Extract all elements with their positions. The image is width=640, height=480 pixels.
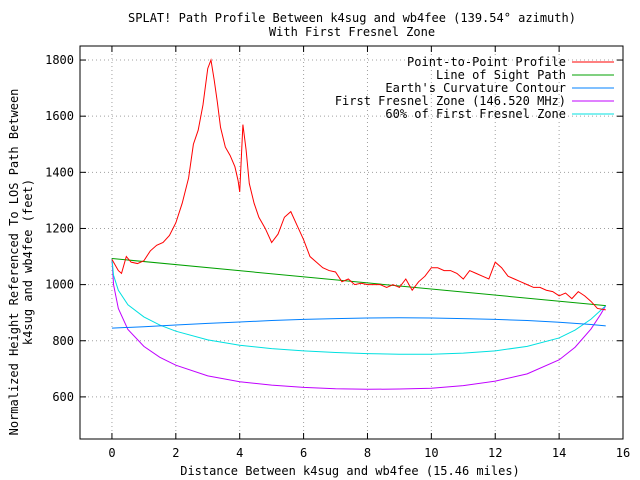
plot-series xyxy=(111,58,607,390)
y-tick-label: 600 xyxy=(52,390,74,404)
x-tick-label: 10 xyxy=(424,446,438,460)
legend-label: Point-to-Point Profile xyxy=(407,55,566,69)
chart-subtitle: With First Fresnel Zone xyxy=(269,25,435,39)
y-tick-label: 1200 xyxy=(45,221,74,235)
y-axis-label-line-1: Normalized Height Referenced To LOS Path… xyxy=(7,89,21,436)
x-tick-label: 16 xyxy=(616,446,630,460)
x-tick-label: 4 xyxy=(236,446,243,460)
grid-lines xyxy=(80,46,623,439)
y-axis-label-line-2: k4sug and wb4fee (feet) xyxy=(21,179,35,345)
series-line-4 xyxy=(111,258,607,355)
x-tick-label: 0 xyxy=(108,446,115,460)
x-tick-label: 14 xyxy=(552,446,566,460)
series-line-3 xyxy=(111,258,607,390)
y-tick-label: 800 xyxy=(52,334,74,348)
x-axis-label: Distance Between k4sug and wb4fee (15.46… xyxy=(180,464,520,478)
y-tick-label: 1800 xyxy=(45,53,74,67)
series-line-2 xyxy=(111,317,606,329)
y-tick-label: 1600 xyxy=(45,109,74,123)
x-tick-label: 12 xyxy=(488,446,502,460)
y-tick-label: 1400 xyxy=(45,165,74,179)
y-tick-label: 1000 xyxy=(45,278,74,292)
axis-ticks: 0 2 4 6 8 10 12 14 16 600 800 1000 1200 1400 1600 1800 xyxy=(45,46,630,460)
series-line-1 xyxy=(111,258,606,307)
x-tick-label: 6 xyxy=(300,446,307,460)
legend-label: Earth's Curvature Contour xyxy=(385,81,566,95)
legend-label: First Fresnel Zone (146.520 MHz) xyxy=(335,94,566,108)
x-tick-label: 8 xyxy=(364,446,371,460)
plot-frame xyxy=(79,45,624,440)
legend-label: 60% of First Fresnel Zone xyxy=(385,107,566,121)
chart-title: SPLAT! Path Profile Between k4sug and wb… xyxy=(128,11,576,25)
x-tick-label: 2 xyxy=(172,446,179,460)
legend-label: Line of Sight Path xyxy=(436,68,566,82)
series-line-0 xyxy=(111,58,606,311)
